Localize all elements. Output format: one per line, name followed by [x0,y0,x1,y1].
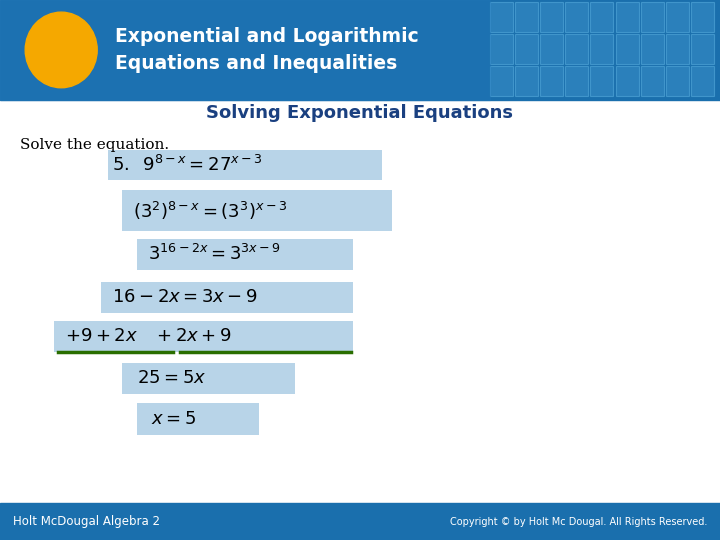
Text: Holt McDougal Algebra 2: Holt McDougal Algebra 2 [13,515,160,528]
Text: $x = 5$: $x = 5$ [151,409,197,428]
Bar [641,66,664,96]
Text: $\left(3^2\right)^{8-x} = \left(3^3\right)^{x-3}$: $\left(3^2\right)^{8-x} = \left(3^3\righ… [133,200,287,221]
Text: Exponential and Logarithmic: Exponential and Logarithmic [115,27,419,46]
Bar [54,321,353,352]
Bar [0,0,720,100]
Text: $16-2x = 3x-9$: $16-2x = 3x-9$ [112,288,257,306]
Bar [0,0,490,100]
Bar [616,2,639,32]
Bar [540,66,563,96]
Bar [515,34,538,64]
Bar [590,2,613,32]
Bar [616,66,639,96]
Bar [641,2,664,32]
Bar [0,98,720,128]
Bar [122,363,295,394]
Bar [540,34,563,64]
Bar [490,34,513,64]
Bar [691,2,714,32]
Bar [515,66,538,96]
Bar [565,34,588,64]
Text: $+9+2x\quad +2x+9$: $+9+2x\quad +2x+9$ [65,327,232,345]
Bar [101,282,353,313]
Bar [515,2,538,32]
Bar [565,66,588,96]
Bar [108,150,382,180]
Bar [590,34,613,64]
Bar [666,34,689,64]
Bar [641,34,664,64]
Text: Copyright © by Holt Mc Dougal. All Rights Reserved.: Copyright © by Holt Mc Dougal. All Right… [450,517,707,526]
Bar [666,66,689,96]
Bar [490,2,513,32]
Text: Equations and Inequalities: Equations and Inequalities [115,54,397,73]
Text: Solve the equation.: Solve the equation. [20,138,169,152]
Text: $25 = 5x$: $25 = 5x$ [137,369,206,387]
Bar [691,66,714,96]
Bar [122,190,392,231]
Bar [691,34,714,64]
Bar [616,34,639,64]
Ellipse shape [25,12,97,87]
Bar [0,503,720,540]
Bar [137,403,259,435]
Text: $5.\;\;9^{8-x} = 27^{x-3}$: $5.\;\;9^{8-x} = 27^{x-3}$ [112,154,262,175]
Bar [490,66,513,96]
Bar [565,2,588,32]
Bar [540,2,563,32]
Bar [590,66,613,96]
Text: $3^{16-2x} = 3^{3x-9}$: $3^{16-2x} = 3^{3x-9}$ [148,244,281,264]
Text: Solving Exponential Equations: Solving Exponential Equations [207,104,513,123]
Bar [666,2,689,32]
Bar [137,239,353,270]
